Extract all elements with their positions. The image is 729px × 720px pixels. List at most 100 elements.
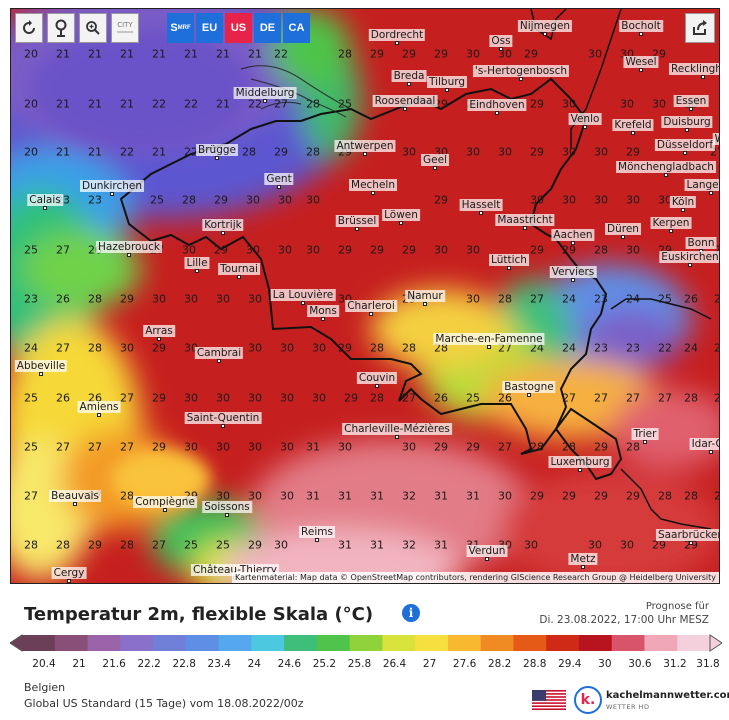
location-button[interactable] [47,13,75,43]
city-label[interactable]: Brügge [196,144,238,156]
city-label[interactable]: Abbeville [14,360,68,372]
city-label[interactable]: Mönchengladbach [616,161,716,173]
city-label[interactable]: Saarbrücken [655,529,719,541]
model-button-s[interactable]: S MRF [167,13,194,43]
city-label[interactable]: Namur [405,290,445,302]
city-label[interactable]: Trier [631,428,659,440]
city-label[interactable]: Bonn [685,237,717,249]
brand-logo[interactable]: k. [574,686,602,714]
model-button-label: DE [259,22,276,34]
temperature-value: 30 [216,391,230,405]
city-label[interactable]: Euskirchen [659,251,719,263]
city-marker [487,345,491,349]
city-marker [315,538,319,542]
city-label[interactable]: La Louvière [270,289,336,301]
city-label[interactable]: Köln [669,196,697,208]
city-label[interactable]: Bocholt [619,20,663,32]
city-label[interactable]: Couvin [356,372,398,384]
city-label[interactable]: Düsseldorf [654,139,716,151]
city-label[interactable]: Wesel [623,56,659,68]
city-label[interactable]: Löwen [382,209,420,221]
city-label[interactable]: Geel [421,154,449,166]
city-label[interactable]: Verdun [466,545,508,557]
model-button-ca[interactable]: CA [283,13,310,43]
city-label[interactable]: Eindhoven [467,99,527,111]
city-label[interactable]: 's-Hertogenbosch [472,65,570,77]
model-button-eu[interactable]: EU [196,13,223,43]
city-label[interactable]: Calais [27,194,63,206]
temperature-value: 26 [56,391,70,405]
temperature-value: 30 [530,193,544,207]
scale-swatch [546,635,580,651]
city-label[interactable]: Hasselt [459,199,503,211]
city-label[interactable]: Maastricht [495,214,555,226]
city-label[interactable]: Mecheln [349,179,397,191]
city-label[interactable]: Soissons [202,501,252,513]
city-label[interactable]: Cergy [51,567,87,579]
city-label[interactable]: Tilburg [426,76,468,88]
city-label[interactable]: Dunkirchen [79,180,145,192]
city-label[interactable]: Idar-Ob [689,438,719,450]
city-label[interactable]: Charleroi [345,300,397,312]
city-label[interactable]: Essen [673,95,709,107]
temperature-value: 21 [216,97,230,111]
city-label[interactable]: Metz [568,553,598,565]
city-label[interactable]: Charleville-Mézières [342,423,452,435]
temperature-value: 24 [562,292,576,306]
temperature-value: 28 [182,193,196,207]
temperature-value: 28 [242,145,256,159]
city-label[interactable]: Lille [184,257,210,269]
city-label[interactable]: Aachen [551,229,595,241]
city-label[interactable]: Düren [605,223,641,235]
weather-map[interactable]: CITY S MRF EU US DE CA 20 21 21 21 21 21 21 21 22 28 29… [10,8,720,584]
model-button-de[interactable]: DE [254,13,281,43]
scale-tick-label: 27.6 [452,658,477,670]
city-label[interactable]: Wu [712,133,719,145]
city-label[interactable]: Luxemburg [548,456,612,468]
city-label[interactable]: Hazebrouck [96,241,162,253]
us-flag-icon[interactable] [532,690,566,710]
city-label[interactable]: Amiens [77,401,121,413]
city-label[interactable]: Oss [489,35,513,47]
city-toggle-button[interactable]: CITY [111,13,139,43]
city-label[interactable]: Venlo [568,113,602,125]
city-label[interactable]: Mons [307,305,339,317]
city-label[interactable]: Antwerpen [334,140,396,152]
temperature-value: 29 [594,440,608,454]
city-label[interactable]: Krefeld [612,119,654,131]
info-icon[interactable]: i [402,604,420,622]
city-label[interactable]: Breda [391,70,427,82]
city-label[interactable]: Arras [143,325,175,337]
city-label[interactable]: Cambrai [194,347,244,359]
city-label[interactable]: Bastogne [502,381,556,393]
city-label[interactable]: Gent [264,173,294,185]
model-button-us[interactable]: US [225,13,252,43]
city-label[interactable]: Roosendaal [372,95,438,107]
city-label[interactable]: Marche-en-Famenne [433,333,545,345]
city-label[interactable]: Duisburg [661,116,713,128]
city-marker [157,337,161,341]
city-label[interactable]: Compiègne [133,496,197,508]
temperature-value: 30 [274,538,288,552]
temperature-value: 30 [248,292,262,306]
city-label[interactable]: Beauvais [49,490,101,502]
city-label[interactable]: Middelburg [233,87,297,99]
model-label: Global US Standard (15 Tage) vom 18.08.2… [24,697,304,710]
city-label[interactable]: Brüssel [335,215,379,227]
city-label[interactable]: Nijmegen [517,20,573,32]
city-label[interactable]: Tournai [218,263,260,275]
city-label[interactable]: Langenfe [684,179,719,191]
share-button[interactable] [685,13,715,43]
city-label[interactable]: Dordrecht [368,29,426,41]
city-label[interactable]: Lüttich [489,254,529,266]
city-label[interactable]: Reims [299,526,335,538]
zoom-button[interactable] [79,13,107,43]
city-label[interactable]: Recklinghau [668,63,719,75]
city-label[interactable]: Saint-Quentin [184,412,262,424]
temperature-value: 27 [152,538,166,552]
refresh-button[interactable] [15,13,43,43]
city-label[interactable]: Kortrijk [202,219,244,231]
city-label[interactable]: Kerpen [650,217,692,229]
city-label[interactable]: Verviers [549,266,597,278]
temperature-value: 31 [338,538,352,552]
